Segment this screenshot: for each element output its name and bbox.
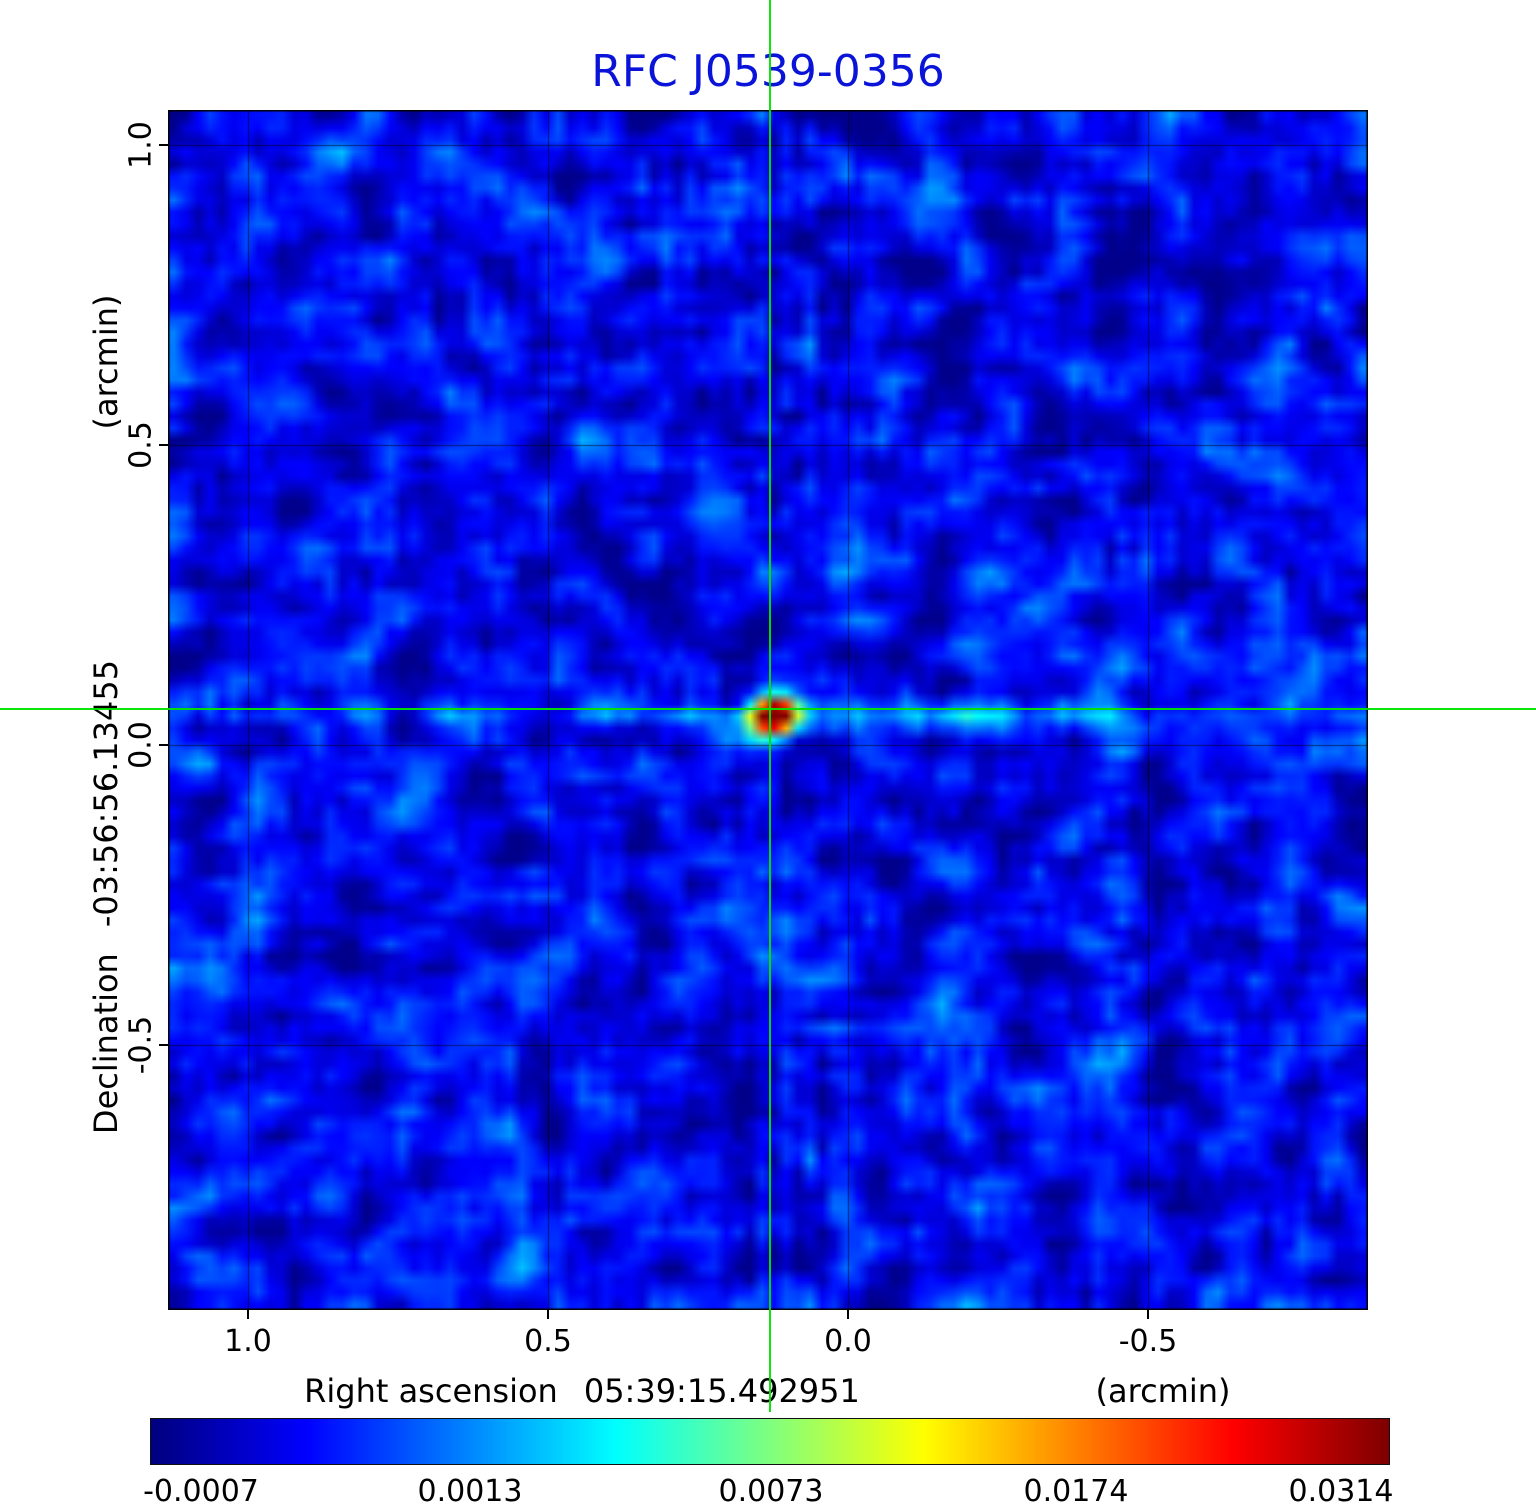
colorbar	[150, 1418, 1390, 1465]
y-tick-mark	[159, 744, 168, 746]
y-tick-label: 0.0	[123, 721, 159, 769]
x-axis-unit: (arcmin)	[1095, 1372, 1231, 1410]
x-axis-label-text: Right ascension	[304, 1372, 558, 1410]
y-tick-mark	[159, 144, 168, 146]
colorbar-tick-label: 0.0314	[1288, 1474, 1394, 1509]
x-tick-label: 1.0	[224, 1324, 272, 1359]
y-tick-label: 0.5	[123, 421, 159, 469]
sky-map-image	[168, 110, 1368, 1310]
x-tick-mark	[847, 1310, 849, 1319]
colorbar-tick-label: 0.0073	[718, 1474, 824, 1509]
y-axis-label: Declination -03:56:56.13455	[87, 660, 125, 1134]
crosshair-vertical-line	[769, 0, 771, 1412]
x-tick-mark	[247, 1310, 249, 1319]
crosshair-horizontal-line	[0, 708, 1536, 710]
page-title: RFC J0539-0356	[591, 46, 945, 97]
y-axis-unit: (arcmin)	[87, 294, 125, 430]
y-tick-mark	[159, 444, 168, 446]
x-tick-mark	[547, 1310, 549, 1319]
x-tick-label: -0.5	[1118, 1324, 1178, 1359]
x-axis-label: Right ascension 05:39:15.492951	[304, 1372, 860, 1410]
colorbar-tick-label: -0.0007	[143, 1474, 259, 1509]
y-tick-mark	[159, 1044, 168, 1046]
y-axis-label-text: Declination	[87, 953, 125, 1135]
x-tick-label: 0.0	[824, 1324, 872, 1359]
colorbar-tick-label: 0.0174	[1023, 1474, 1129, 1509]
y-tick-label: 1.0	[123, 121, 159, 169]
x-tick-label: 0.5	[524, 1324, 572, 1359]
x-tick-mark	[1147, 1310, 1149, 1319]
x-axis-reference-value: 05:39:15.492951	[583, 1372, 860, 1410]
y-tick-label: -0.5	[123, 1015, 159, 1075]
y-axis-reference-value: -03:56:56.13455	[87, 659, 125, 928]
colorbar-tick-label: 0.0013	[417, 1474, 523, 1509]
